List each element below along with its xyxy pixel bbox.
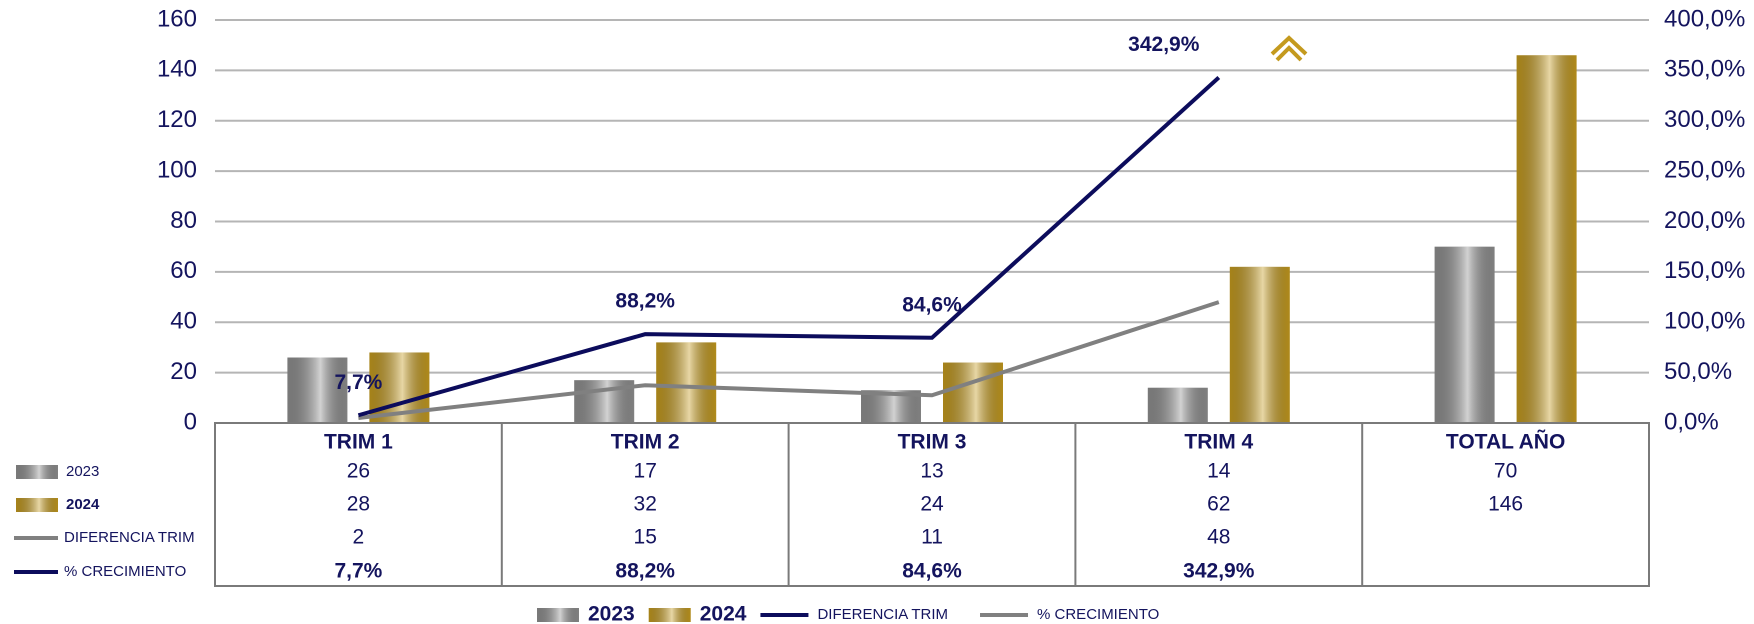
y2-tick-label: 250,0%: [1664, 156, 1745, 183]
legend-label: 2023: [588, 603, 635, 624]
y2-tick-label: 400,0%: [1664, 5, 1745, 32]
category-label: TRIM 1: [324, 431, 393, 454]
row-legend-shine: [16, 465, 58, 479]
y2-tick-label: 100,0%: [1664, 308, 1745, 335]
bar-shine: [1516, 55, 1577, 423]
row-legend-label: 2024: [66, 496, 100, 513]
table-cell: 17: [634, 460, 657, 483]
table-cell: 48: [1207, 526, 1230, 549]
y-tick-label: 20: [170, 358, 197, 385]
table-cell: 84,6%: [902, 560, 962, 583]
bar-shine: [656, 342, 717, 423]
table-cell: 7,7%: [334, 560, 382, 583]
bar-shine: [1147, 387, 1208, 423]
data-label: 7,7%: [334, 371, 382, 394]
bar-shine: [287, 357, 348, 423]
category-label: TRIM 2: [611, 431, 680, 454]
table-cell: 62: [1207, 493, 1230, 516]
row-legend-shine: [16, 498, 58, 512]
row-legend-label: DIFERENCIA TRIM: [64, 529, 195, 546]
table-cell: 2: [353, 526, 365, 549]
legend-label: 2024: [700, 603, 747, 624]
y-tick-label: 0: [184, 408, 197, 435]
y-tick-label: 160: [157, 5, 197, 32]
y-tick-label: 60: [170, 257, 197, 284]
bar-shine: [1434, 246, 1495, 423]
table-cell: 26: [347, 460, 370, 483]
line: [358, 300, 1220, 420]
y2-tick-label: 200,0%: [1664, 207, 1745, 234]
up-chevron-icon: [1270, 35, 1308, 62]
y2-tick-label: 150,0%: [1664, 257, 1745, 284]
table-cell: 70: [1494, 460, 1517, 483]
table-cell: 88,2%: [615, 560, 675, 583]
table-cell: 342,9%: [1183, 560, 1255, 583]
data-label: 342,9%: [1128, 33, 1200, 56]
legend-label: DIFERENCIA TRIM: [817, 606, 948, 623]
line: [357, 76, 1221, 418]
y-tick-label: 120: [157, 106, 197, 133]
bar-shine: [943, 362, 1003, 423]
table-cell: 13: [920, 460, 943, 483]
y2-tick-label: 0,0%: [1664, 408, 1719, 435]
y2-tick-label: 50,0%: [1664, 358, 1732, 385]
y2-tick-label: 350,0%: [1664, 56, 1745, 83]
y-tick-label: 80: [170, 207, 197, 234]
table-cell: 28: [347, 493, 370, 516]
row-legend-label: 2023: [66, 463, 99, 480]
legend-shine: [648, 608, 691, 622]
table-frame: [214, 422, 1650, 587]
table-cell: 14: [1207, 460, 1231, 483]
table-cell: 24: [920, 493, 944, 516]
bar-shine: [1229, 266, 1290, 423]
legend-shine: [537, 608, 579, 622]
y-tick-label: 100: [157, 156, 197, 183]
category-label: TOTAL AÑO: [1446, 431, 1565, 454]
category-label: TRIM 3: [898, 431, 967, 454]
data-label: 84,6%: [902, 293, 962, 316]
y-tick-label: 40: [170, 308, 197, 335]
y2-tick-label: 300,0%: [1664, 106, 1745, 133]
data-label: 88,2%: [615, 290, 675, 313]
y-tick-label: 140: [157, 56, 197, 83]
row-legend-label: % CRECIMIENTO: [64, 563, 186, 580]
table-cell: 15: [634, 526, 657, 549]
category-label: TRIM 4: [1184, 431, 1253, 454]
legend-label: % CRECIMIENTO: [1037, 606, 1159, 623]
table-cell: 146: [1488, 493, 1523, 516]
table-cell: 32: [634, 493, 657, 516]
table-cell: 11: [921, 526, 943, 549]
